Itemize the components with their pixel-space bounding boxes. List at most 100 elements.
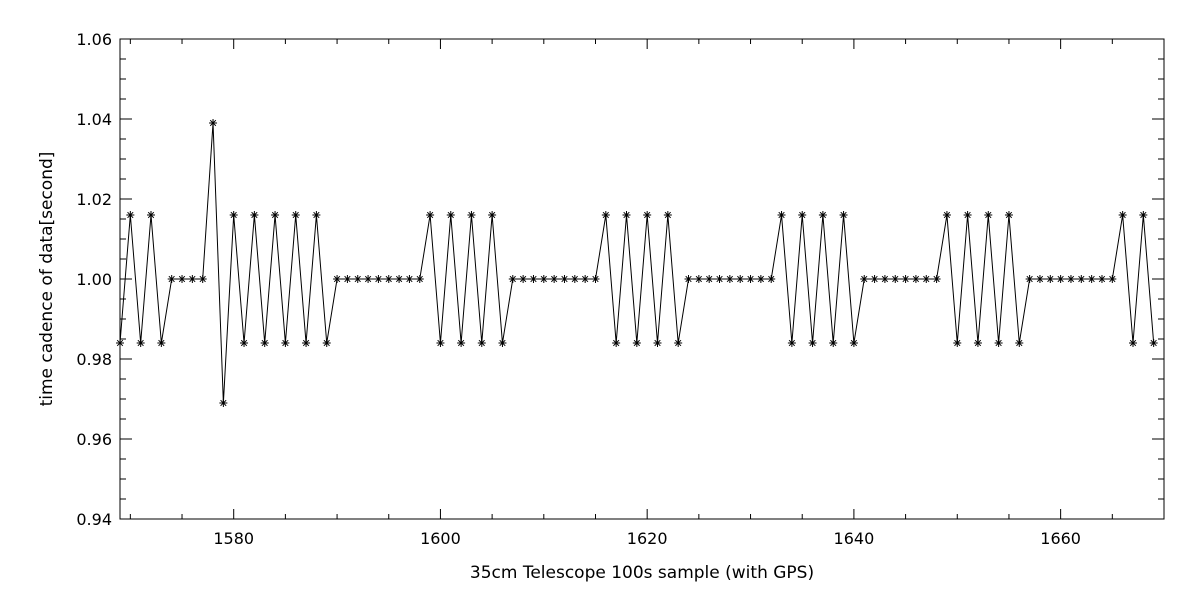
data-point-marker [126,211,135,219]
data-point-marker [591,275,600,283]
data-point-marker [901,275,910,283]
data-point-marker [891,275,900,283]
x-tick-label: 1580 [213,529,254,548]
data-point-marker [1025,275,1034,283]
y-tick-label: 0.94 [76,510,112,529]
data-point-marker [653,339,662,347]
data-point-marker [1077,275,1086,283]
data-point-marker [240,339,249,347]
data-point-marker [1015,339,1024,347]
data-point-marker [849,339,858,347]
data-point-marker [539,275,548,283]
data-point-marker [570,275,579,283]
data-point-marker [880,275,889,283]
data-point-marker [364,275,373,283]
data-point-marker [446,211,455,219]
data-point-marker [374,275,383,283]
data-point-marker [229,211,238,219]
y-tick-label: 1.02 [76,190,112,209]
data-point-marker [488,211,497,219]
data-point-marker [911,275,920,283]
y-tick-label: 1.00 [76,270,112,289]
data-point-marker [942,211,951,219]
data-point-marker [260,339,269,347]
data-point-marker [560,275,569,283]
data-point-marker [1087,275,1096,283]
data-point-marker [498,339,507,347]
data-point-marker [219,399,228,407]
data-point-marker [1128,339,1137,347]
data-point-marker [705,275,714,283]
data-point-marker [1108,275,1117,283]
data-point-marker [157,339,166,347]
data-point-marker [984,211,993,219]
data-point-marker [167,275,176,283]
data-point-marker [1046,275,1055,283]
data-point-marker [198,275,207,283]
data-point-marker [291,211,300,219]
data-point-marker [663,211,672,219]
data-point-marker [395,275,404,283]
data-point-marker [622,211,631,219]
data-point-marker [1004,211,1013,219]
data-point-marker [953,339,962,347]
data-point-marker [1097,275,1106,283]
data-point-marker [1118,211,1127,219]
data-point-marker [281,339,290,347]
data-point-marker [973,339,982,347]
data-point-marker [684,275,693,283]
x-tick-label: 1640 [834,529,875,548]
data-point-marker [725,275,734,283]
data-point-marker [715,275,724,283]
data-point-marker [415,275,424,283]
data-point-marker [1056,275,1065,283]
data-point-marker [343,275,352,283]
data-markers [116,119,1158,407]
data-point-marker [787,339,796,347]
data-point-marker [694,275,703,283]
data-point-marker [798,211,807,219]
data-point-marker [302,339,311,347]
data-point-marker [808,339,817,347]
y-tick-label: 1.04 [76,110,112,129]
data-point-marker [860,275,869,283]
data-point-marker [136,339,145,347]
x-axis-label: 35cm Telescope 100s sample (with GPS) [470,563,814,583]
data-point-marker [994,339,1003,347]
data-point-marker [271,211,280,219]
tick-labels: 1580 1600 1620 1640 1660 0.94 0.96 0.98 1.00 1.02… [76,30,1081,548]
data-point-marker [829,339,838,347]
data-point-marker [178,275,187,283]
series-line [119,122,1155,404]
data-point-marker [209,119,218,127]
data-point-marker [188,275,197,283]
data-point-marker [839,211,848,219]
data-point-marker [818,211,827,219]
data-point-marker [870,275,879,283]
data-point-marker [147,211,156,219]
x-tick-label: 1660 [1040,529,1081,548]
data-point-marker [632,339,641,347]
y-tick-label: 0.98 [76,350,112,369]
data-point-marker [746,275,755,283]
data-point-marker [550,275,559,283]
x-tick-label: 1620 [627,529,668,548]
data-point-marker [756,275,765,283]
data-point-marker [353,275,362,283]
x-tick-label: 1600 [420,529,461,548]
y-axis-label: time cadence of data[second] [37,152,57,407]
data-point-marker [767,275,776,283]
data-point-marker [322,339,331,347]
data-point-marker [529,275,538,283]
data-point-marker [457,339,466,347]
data-point-marker [963,211,972,219]
data-point-marker [674,339,683,347]
data-point-marker [426,211,435,219]
y-tick-label: 0.96 [76,430,112,449]
data-point-marker [601,211,610,219]
data-point-marker [581,275,590,283]
y-tick-label: 1.06 [76,30,112,49]
data-point-marker [477,339,486,347]
